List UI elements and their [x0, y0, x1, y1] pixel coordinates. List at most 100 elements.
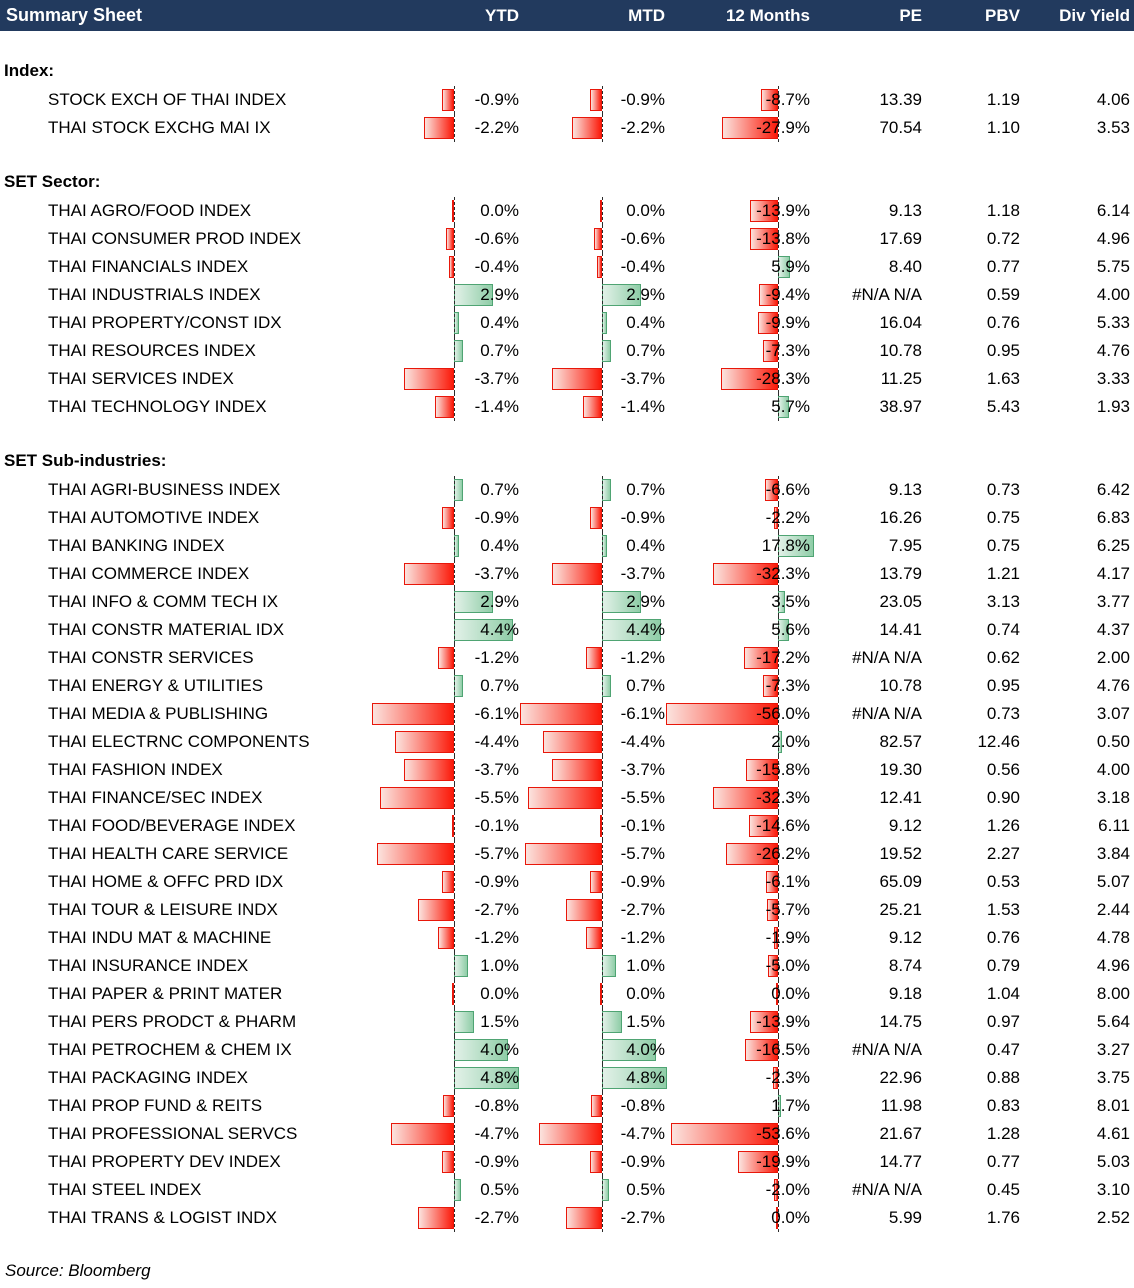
ytd-zero-axis-line [454, 504, 455, 532]
row-label: THAI INDUSTRIALS INDEX [48, 285, 261, 304]
ytd-value: -4.7% [474, 1124, 519, 1143]
pe-value: 14.75 [879, 1012, 922, 1031]
m12-zero-axis-line [778, 86, 779, 114]
row-label: THAI SERVICES INDEX [48, 369, 234, 388]
mtd-negative-bar [566, 899, 602, 921]
mtd-value: 0.0% [626, 984, 665, 1003]
twelve-months-value: -13.9% [756, 201, 810, 220]
pe-value: 82.57 [879, 732, 922, 751]
mtd-value: 1.0% [626, 956, 665, 975]
div-yield-value: 3.53 [1096, 118, 1130, 137]
mtd-value: 0.7% [626, 480, 665, 499]
pe-value: 38.97 [879, 397, 922, 416]
ytd-value: 1.5% [480, 1012, 519, 1031]
mtd-value: -0.4% [620, 257, 665, 276]
mtd-value: 0.5% [626, 1180, 665, 1199]
pbv-value: 0.76 [986, 313, 1020, 332]
table-row: THAI AUTOMOTIVE INDEX -0.9% -0.9% -2.2% 16.2… [0, 504, 1134, 532]
row-label: THAI FINANCIALS INDEX [48, 257, 249, 276]
div-yield-value: 0.50 [1096, 732, 1130, 751]
m12-zero-axis-line [778, 1148, 779, 1176]
pbv-value: 0.90 [986, 788, 1020, 807]
ytd-value: -0.9% [474, 872, 519, 891]
mtd-negative-bar [525, 843, 602, 865]
twelve-months-value: -14.6% [756, 816, 810, 835]
mtd-value: 2.9% [626, 592, 665, 611]
mtd-zero-axis-line [602, 980, 603, 1008]
div-yield-value: 4.61 [1096, 1124, 1130, 1143]
row-label: THAI ENERGY & UTILITIES [48, 676, 264, 695]
ytd-value: 0.7% [480, 676, 519, 695]
mtd-zero-axis-line [602, 197, 603, 225]
twelve-months-value: 5.7% [771, 397, 810, 416]
ytd-zero-axis-line [454, 1064, 455, 1092]
m12-zero-axis-line [778, 337, 779, 365]
ytd-negative-bar [452, 200, 454, 222]
m12-negative-bar [776, 1207, 778, 1229]
mtd-negative-bar [590, 871, 602, 893]
mtd-negative-bar [600, 200, 602, 222]
ytd-zero-axis-line [454, 532, 455, 560]
mtd-zero-axis-line [602, 281, 603, 309]
div-yield-value: 3.75 [1096, 1068, 1130, 1087]
pe-value: 14.41 [879, 620, 922, 639]
ytd-negative-bar [395, 731, 454, 753]
twelve-months-value: -7.3% [765, 341, 810, 360]
mtd-zero-axis-line [602, 114, 603, 142]
ytd-value: -0.9% [474, 1152, 519, 1171]
ytd-value: -1.2% [474, 928, 519, 947]
mtd-zero-axis-line [602, 700, 603, 728]
mtd-negative-bar [590, 1151, 602, 1173]
column-header-12-months: 12 Months [725, 5, 810, 25]
row-label: THAI CONSUMER PROD INDEX [48, 229, 302, 248]
table-row: THAI CONSUMER PROD INDEX -0.6% -0.6% -13.8%… [0, 225, 1134, 253]
row-label: THAI PAPER & PRINT MATER [48, 984, 283, 1003]
m12-zero-axis-line [778, 281, 779, 309]
m12-zero-axis-line [778, 924, 779, 952]
twelve-months-value: -28.3% [756, 369, 810, 388]
ytd-negative-bar [449, 256, 454, 278]
div-yield-value: 4.37 [1096, 620, 1130, 639]
ytd-value: 4.8% [480, 1068, 519, 1087]
m12-negative-bar [749, 815, 778, 837]
ytd-zero-axis-line [454, 281, 455, 309]
mtd-value: -4.7% [620, 1124, 665, 1143]
pe-value: #N/A N/A [852, 285, 922, 304]
m12-zero-axis-line [778, 1204, 779, 1232]
mtd-value: 0.4% [626, 536, 665, 555]
twelve-months-value: -53.6% [756, 1124, 810, 1143]
table-row: THAI PROPERTY DEV INDEX -0.9% -0.9% -19.9% 1… [0, 1148, 1134, 1176]
row-label: THAI INFO & COMM TECH IX [48, 592, 279, 611]
mtd-negative-bar [552, 368, 602, 390]
mtd-zero-axis-line [602, 532, 603, 560]
pbv-value: 0.95 [986, 676, 1020, 695]
pbv-value: 0.77 [986, 257, 1020, 276]
twelve-months-value: -17.2% [756, 648, 810, 667]
table-row: THAI RESOURCES INDEX 0.7% 0.7% -7.3% 10.78 0.… [0, 337, 1134, 365]
mtd-negative-bar [586, 647, 602, 669]
row-label: THAI RESOURCES INDEX [48, 341, 256, 360]
mtd-negative-bar [583, 396, 602, 418]
div-yield-value: 3.07 [1096, 704, 1130, 723]
m12-zero-axis-line [778, 812, 779, 840]
ytd-zero-axis-line [454, 253, 455, 281]
pbv-value: 1.53 [986, 900, 1020, 919]
div-yield-value: 6.83 [1096, 508, 1130, 527]
mtd-negative-bar [552, 563, 602, 585]
m12-negative-bar [768, 955, 778, 977]
mtd-value: -2.7% [620, 900, 665, 919]
twelve-months-value: 5.6% [771, 620, 810, 639]
mtd-value: -1.2% [620, 648, 665, 667]
ytd-negative-bar [435, 396, 454, 418]
mtd-negative-bar [543, 731, 602, 753]
pe-value: 9.13 [888, 201, 922, 220]
ytd-zero-axis-line [454, 924, 455, 952]
pbv-value: 2.27 [986, 844, 1020, 863]
row-label: THAI PROFESSIONAL SERVCS [48, 1124, 298, 1143]
ytd-value: -1.4% [474, 397, 519, 416]
row-label: THAI PACKAGING INDEX [48, 1068, 248, 1087]
ytd-negative-bar [404, 759, 454, 781]
row-label: THAI COMMERCE INDEX [48, 564, 250, 583]
ytd-value: -4.4% [474, 732, 519, 751]
twelve-months-value: 17.8% [761, 536, 810, 555]
